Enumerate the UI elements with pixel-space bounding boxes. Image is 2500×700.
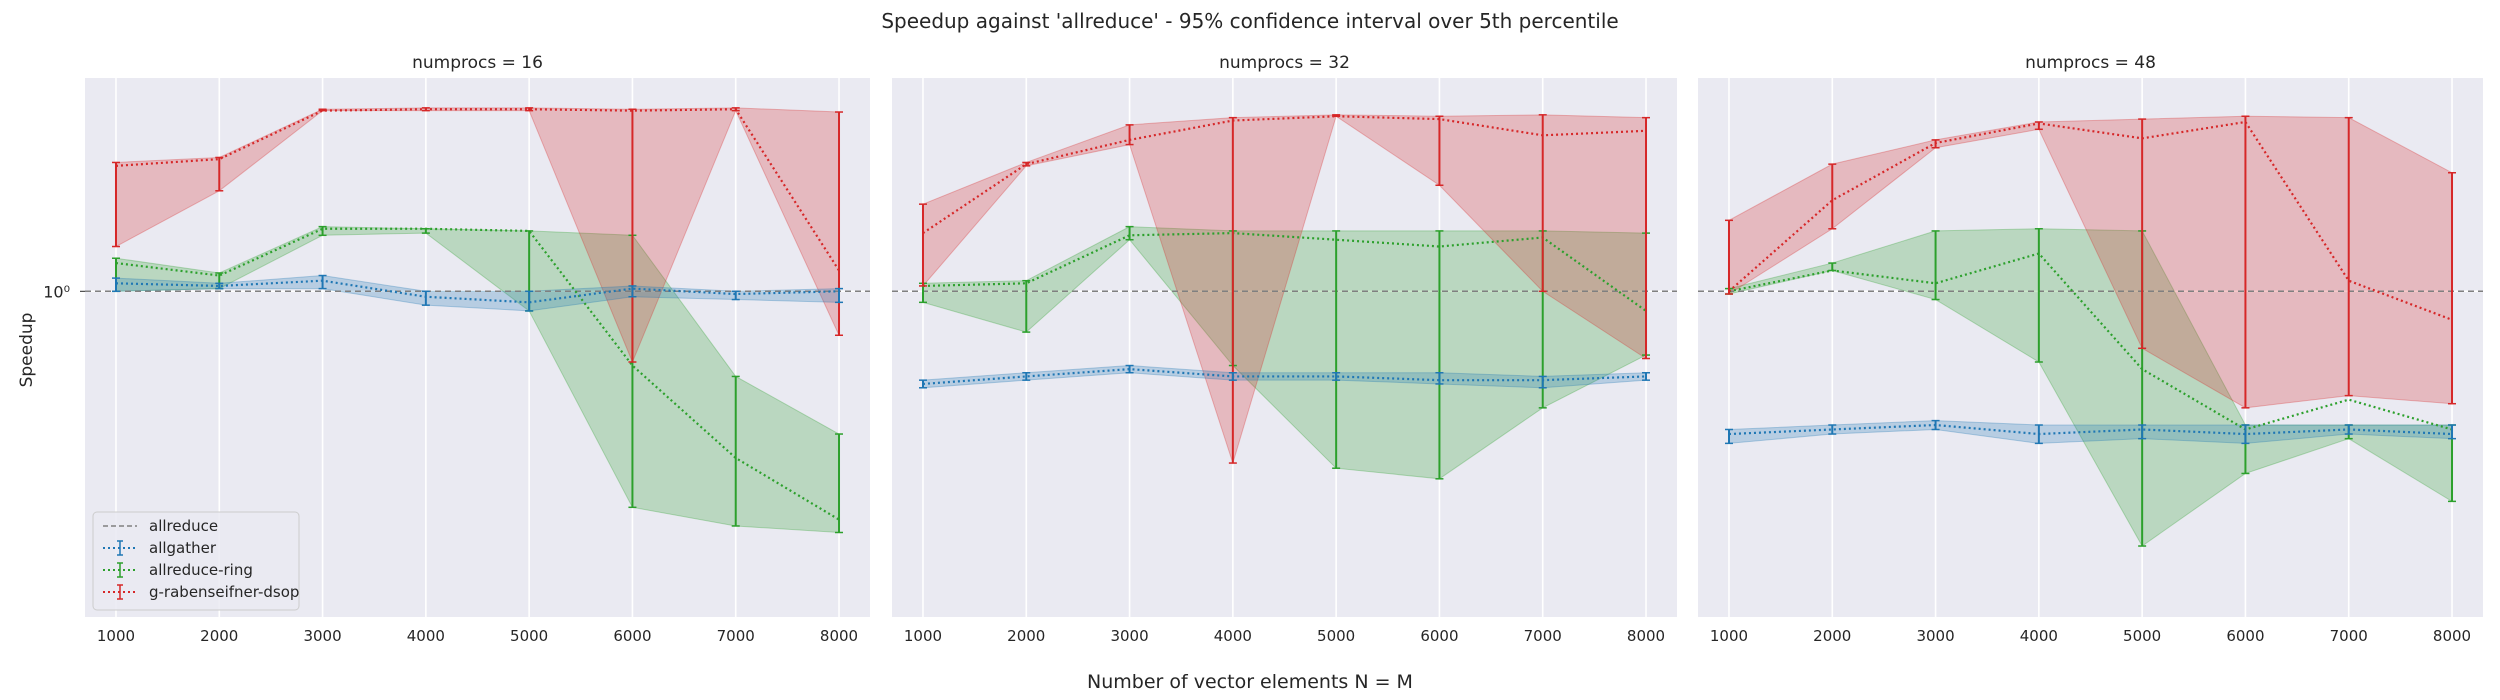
legend: allreduce allgather allreduce-ring g-rabens… <box>92 511 300 611</box>
x-tick-label: 1000 <box>97 627 135 645</box>
panel-3: numprocs = 48 1000 2000 3000 4000 5000 6000 700… <box>1698 53 2483 645</box>
legend-label: allgather <box>149 539 217 557</box>
x-tick-label: 7000 <box>717 627 755 645</box>
x-tick-label: 7000 <box>2330 627 2368 645</box>
x-tick-label: 5000 <box>2123 627 2161 645</box>
x-axis-label: Number of vector elements N = M <box>1087 671 1413 693</box>
series-line-allreduce-ring <box>1728 252 2453 431</box>
x-tick-label: 1000 <box>904 627 942 645</box>
panels: numprocs = 16 1000 2000 3000 4000 5000 6000 700… <box>43 53 2483 645</box>
x-tick-label: 3000 <box>303 627 341 645</box>
x-tick-label: 4000 <box>2020 627 2058 645</box>
series-line-allgather <box>922 368 1647 386</box>
panel-2: numprocs = 32 1000 2000 3000 4000 5000 6000 700… <box>892 53 1677 645</box>
panel-title: numprocs = 16 <box>412 53 543 73</box>
x-tick-label: 2000 <box>1813 627 1851 645</box>
legend-label: g-rabenseifner-dsop <box>149 583 299 601</box>
y-tick-label: 10⁰ <box>43 282 70 301</box>
x-tick-label: 8000 <box>820 627 858 645</box>
panel-background <box>892 78 1677 617</box>
x-tick-label: 3000 <box>1110 627 1148 645</box>
series-line-allgather <box>115 279 840 304</box>
x-tick-label: 4000 <box>1214 627 1252 645</box>
y-axis-label: Speedup <box>17 313 37 388</box>
x-tick-label: 2000 <box>1007 627 1045 645</box>
x-tick-label: 6000 <box>1420 627 1458 645</box>
panel-title: numprocs = 32 <box>1219 53 1350 73</box>
x-tick-label: 3000 <box>1916 627 1954 645</box>
x-tick-label: 2000 <box>200 627 238 645</box>
legend-box <box>92 511 300 611</box>
legend-label: allreduce <box>149 517 218 535</box>
x-tick-label: 5000 <box>1317 627 1355 645</box>
x-tick-label: 8000 <box>1627 627 1665 645</box>
series-line-allgather <box>1728 423 2453 436</box>
x-tick-label: 4000 <box>407 627 445 645</box>
x-tick-label: 5000 <box>510 627 548 645</box>
legend-label: allreduce-ring <box>149 561 253 579</box>
panel-title: numprocs = 48 <box>2025 53 2156 73</box>
x-tick-label: 8000 <box>2433 627 2471 645</box>
panel-background <box>1698 78 2483 617</box>
figure-title: Speedup against 'allreduce' - 95% confid… <box>881 9 1618 33</box>
series-line-g-rabenseifner-dsop <box>922 115 1647 235</box>
x-tick-label: 6000 <box>613 627 651 645</box>
x-tick-label: 6000 <box>2226 627 2264 645</box>
x-tick-label: 7000 <box>1524 627 1562 645</box>
x-tick-label: 1000 <box>1710 627 1748 645</box>
